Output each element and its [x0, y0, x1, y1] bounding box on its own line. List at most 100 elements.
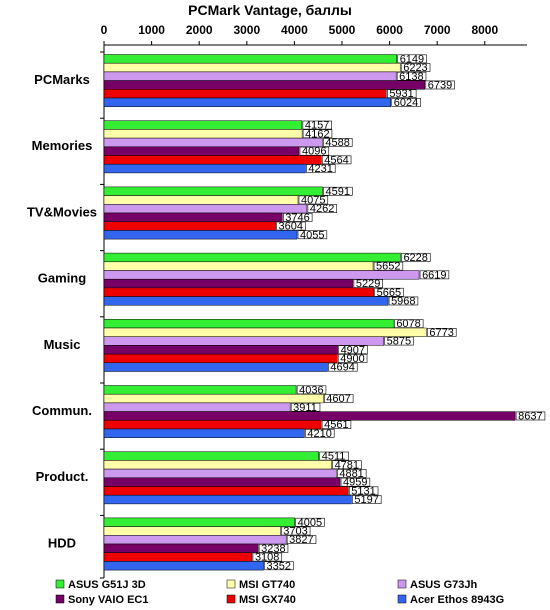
data-label-box: [337, 469, 367, 478]
data-label: 4607: [326, 393, 350, 405]
data-label: 4781: [335, 459, 359, 471]
bar-sony-vaio-ec1-pcmarks: [103, 80, 426, 90]
legend-swatch-msi-gx740: [226, 594, 236, 604]
category-label-pcmarks: PCMarks: [34, 72, 90, 87]
data-label: 5652: [376, 261, 400, 273]
data-label: 5968: [391, 296, 415, 308]
legend-swatch-msi-gt740: [226, 579, 236, 589]
bar-asus-g51j-3d-hdd: [103, 517, 295, 527]
bar-acer-ethos-8943g-hdd: [103, 561, 264, 571]
bar-acer-ethos-8943g-tv-movies: [103, 230, 298, 240]
data-label: 4588: [325, 137, 349, 149]
data-label: 6024: [394, 97, 418, 109]
bar-msi-gx740-gaming: [103, 287, 374, 297]
bar-asus-g51j-3d-pcmarks: [103, 54, 397, 64]
data-label: 3703: [283, 526, 307, 538]
data-label-box: [298, 195, 329, 205]
legend-label-msi-gx740: MSI GX740: [239, 594, 296, 606]
data-label-box: [332, 460, 362, 470]
bar-asus-g51j-3d-music: [103, 319, 394, 329]
legend-label-asus-g51j-3d: ASUS G51J 3D: [68, 579, 146, 591]
data-label-box: [352, 495, 382, 504]
data-label: 4900: [340, 353, 364, 365]
data-label: 3108: [255, 552, 279, 564]
legend-label-acer-ethos-8943g: Acer Ethos 8943G: [410, 594, 504, 606]
data-label: 6739: [428, 80, 452, 92]
bar-acer-ethos-8943g-memories: [103, 163, 306, 174]
x-tick-label: 5000: [329, 23, 356, 37]
bar-asus-g51j-3d-product: [103, 451, 319, 461]
data-label-box: [276, 221, 306, 231]
data-label-box: [323, 138, 353, 147]
data-label: 3827: [289, 534, 313, 546]
category-label-gaming: Gaming: [38, 271, 86, 286]
data-label: 4210: [307, 428, 331, 440]
bar-msi-gt740-commun: [103, 393, 324, 404]
bar-acer-ethos-8943g-music: [103, 362, 328, 372]
bar-sony-vaio-ec1-product: [103, 477, 341, 487]
bar-sony-vaio-ec1-music: [103, 345, 338, 355]
data-label-box: [396, 71, 427, 81]
data-label: 6078: [396, 318, 420, 330]
data-label: 3352: [267, 560, 291, 572]
data-label-box: [397, 54, 427, 64]
data-label-box: [387, 89, 417, 98]
data-label-box: [321, 420, 352, 430]
legend-label-asus-g73jh: ASUS G73Jh: [410, 579, 478, 591]
data-label: 8637: [518, 411, 542, 423]
x-tick-label: 2000: [186, 23, 213, 37]
bar-msi-gt740-pcmarks: [103, 62, 401, 73]
data-label-box: [252, 552, 283, 562]
legend-swatch-acer-ethos-8943g: [397, 594, 407, 604]
bar-sony-vaio-ec1-gaming: [103, 278, 354, 289]
data-label-box: [302, 129, 333, 139]
x-tick-label: 0: [101, 23, 108, 37]
legend-label-sony-vaio-ec1: Sony VAIO EC1: [68, 594, 148, 606]
data-label-box: [258, 543, 289, 553]
data-label-box: [290, 402, 321, 412]
x-tick-label: 1000: [138, 23, 165, 37]
bar-asus-g73jh-pcmarks: [103, 71, 397, 81]
data-label: 4075: [301, 195, 325, 207]
data-label-box: [299, 146, 330, 156]
category-label-product: Product.: [36, 469, 89, 484]
bar-acer-ethos-8943g-gaming: [103, 296, 389, 306]
data-label-box: [283, 213, 313, 222]
data-label: 4096: [302, 146, 326, 158]
data-label: 6149: [400, 53, 424, 65]
data-label: 4561: [324, 419, 348, 431]
x-tick-label: 4000: [281, 23, 308, 37]
data-label-box: [348, 486, 379, 496]
legend-swatch-asus-g73jh: [397, 579, 407, 589]
bar-msi-gt740-music: [103, 327, 427, 337]
data-label: 4162: [305, 128, 329, 140]
category-label-memories: Memories: [32, 138, 93, 153]
data-label: 5931: [389, 88, 413, 100]
data-label: 5229: [356, 278, 380, 290]
data-label-box: [305, 428, 335, 438]
category-label-commun: Commun.: [32, 403, 92, 418]
data-label-box: [391, 98, 421, 107]
data-label: 5131: [351, 485, 375, 497]
bar-msi-gx740-product: [103, 486, 349, 496]
bar-asus-g73jh-memories: [103, 137, 323, 148]
data-label: 4157: [305, 120, 329, 132]
bar-msi-gt740-gaming: [103, 261, 374, 271]
legend-label-msi-gt740: MSI GT740: [239, 579, 295, 591]
category-label-tv-movies: TV&Movies: [27, 204, 97, 219]
data-label: 4907: [341, 344, 365, 356]
data-label: 6138: [399, 71, 423, 83]
data-label: 4881: [339, 468, 363, 480]
bar-msi-gt740-product: [103, 460, 332, 470]
bar-asus-g73jh-product: [103, 468, 337, 479]
bar-msi-gx740-hdd: [103, 552, 253, 562]
data-label: 4036: [299, 384, 323, 396]
data-label: 5197: [354, 494, 378, 506]
bar-msi-gx740-memories: [103, 155, 322, 165]
data-label-box: [295, 517, 325, 527]
data-label-box: [340, 477, 371, 487]
data-label-box: [264, 561, 294, 571]
bar-sony-vaio-ec1-commun: [103, 411, 516, 421]
